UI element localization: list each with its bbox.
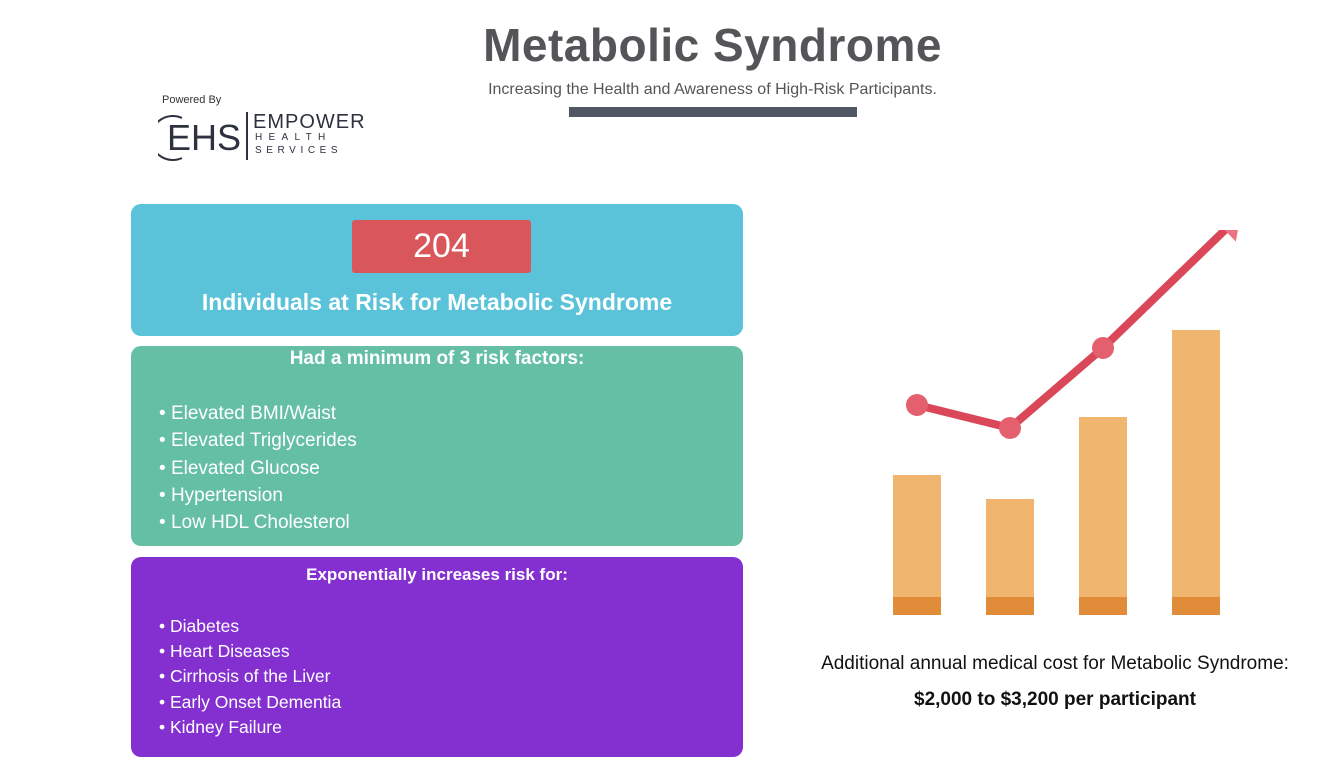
chart-bar-base [893,597,941,615]
list-item: Low HDL Cholesterol [159,509,357,536]
page-subtitle: Increasing the Health and Awareness of H… [488,81,937,98]
title-divider [569,107,857,117]
list-item: Kidney Failure [159,715,341,740]
list-item: Elevated Triglycerides [159,427,357,454]
chart-point [906,394,928,416]
empower-health-logo: Powered By EHS EMPOWER HEALTH SERVICES [158,92,368,167]
powered-by-text: Powered By [162,94,222,106]
at-risk-card: 204 Individuals at Risk for Metabolic Sy… [131,204,743,336]
logo-divider [246,112,248,160]
chart-point [1092,337,1114,359]
cost-trend-chart [893,230,1238,615]
increased-risks-list: Diabetes Heart Diseases Cirrhosis of the… [159,614,341,740]
chart-trend-line [913,230,1231,432]
list-item: Elevated BMI/Waist [159,400,357,427]
chart-bar [1172,330,1220,615]
cost-range: $2,000 to $3,200 per participant [914,689,1196,710]
ehs-logo-icon: EHS [158,115,241,161]
chart-point [999,417,1021,439]
list-item: Diabetes [159,614,341,639]
list-item: Cirrhosis of the Liver [159,664,341,689]
risk-factors-heading: Had a minimum of 3 risk factors: [289,348,585,369]
at-risk-count: 204 [352,220,531,273]
chart-bar-base [1079,597,1127,615]
chart-bar-base [986,597,1034,615]
increased-risks-heading: Exponentially increases risk for: [306,565,568,584]
list-item: Early Onset Dementia [159,690,341,715]
list-item: Elevated Glucose [159,455,357,482]
chart-bar [1079,417,1127,615]
chart-bar [893,475,941,615]
logo-brand-line3: SERVICES [255,145,343,156]
logo-brand-line1: EMPOWER [253,111,366,133]
at-risk-label: Individuals at Risk for Metabolic Syndro… [201,289,673,315]
risk-factors-list: Elevated BMI/Waist Elevated Triglyceride… [159,400,357,536]
chart-bar [986,499,1034,615]
risk-factors-card: Had a minimum of 3 risk factors: Elevate… [131,346,743,546]
increased-risks-card: Exponentially increases risk for: Diabet… [131,557,743,757]
chart-trend-arrowhead [1224,230,1238,242]
list-item: Heart Diseases [159,639,341,664]
logo-brand-line2: HEALTH [255,132,332,143]
cost-label: Additional annual medical cost for Metab… [821,653,1289,674]
page-title: Metabolic Syndrome [483,19,942,71]
list-item: Hypertension [159,482,357,509]
chart-bar-base [1172,597,1220,615]
svg-text:EHS: EHS [167,117,241,158]
